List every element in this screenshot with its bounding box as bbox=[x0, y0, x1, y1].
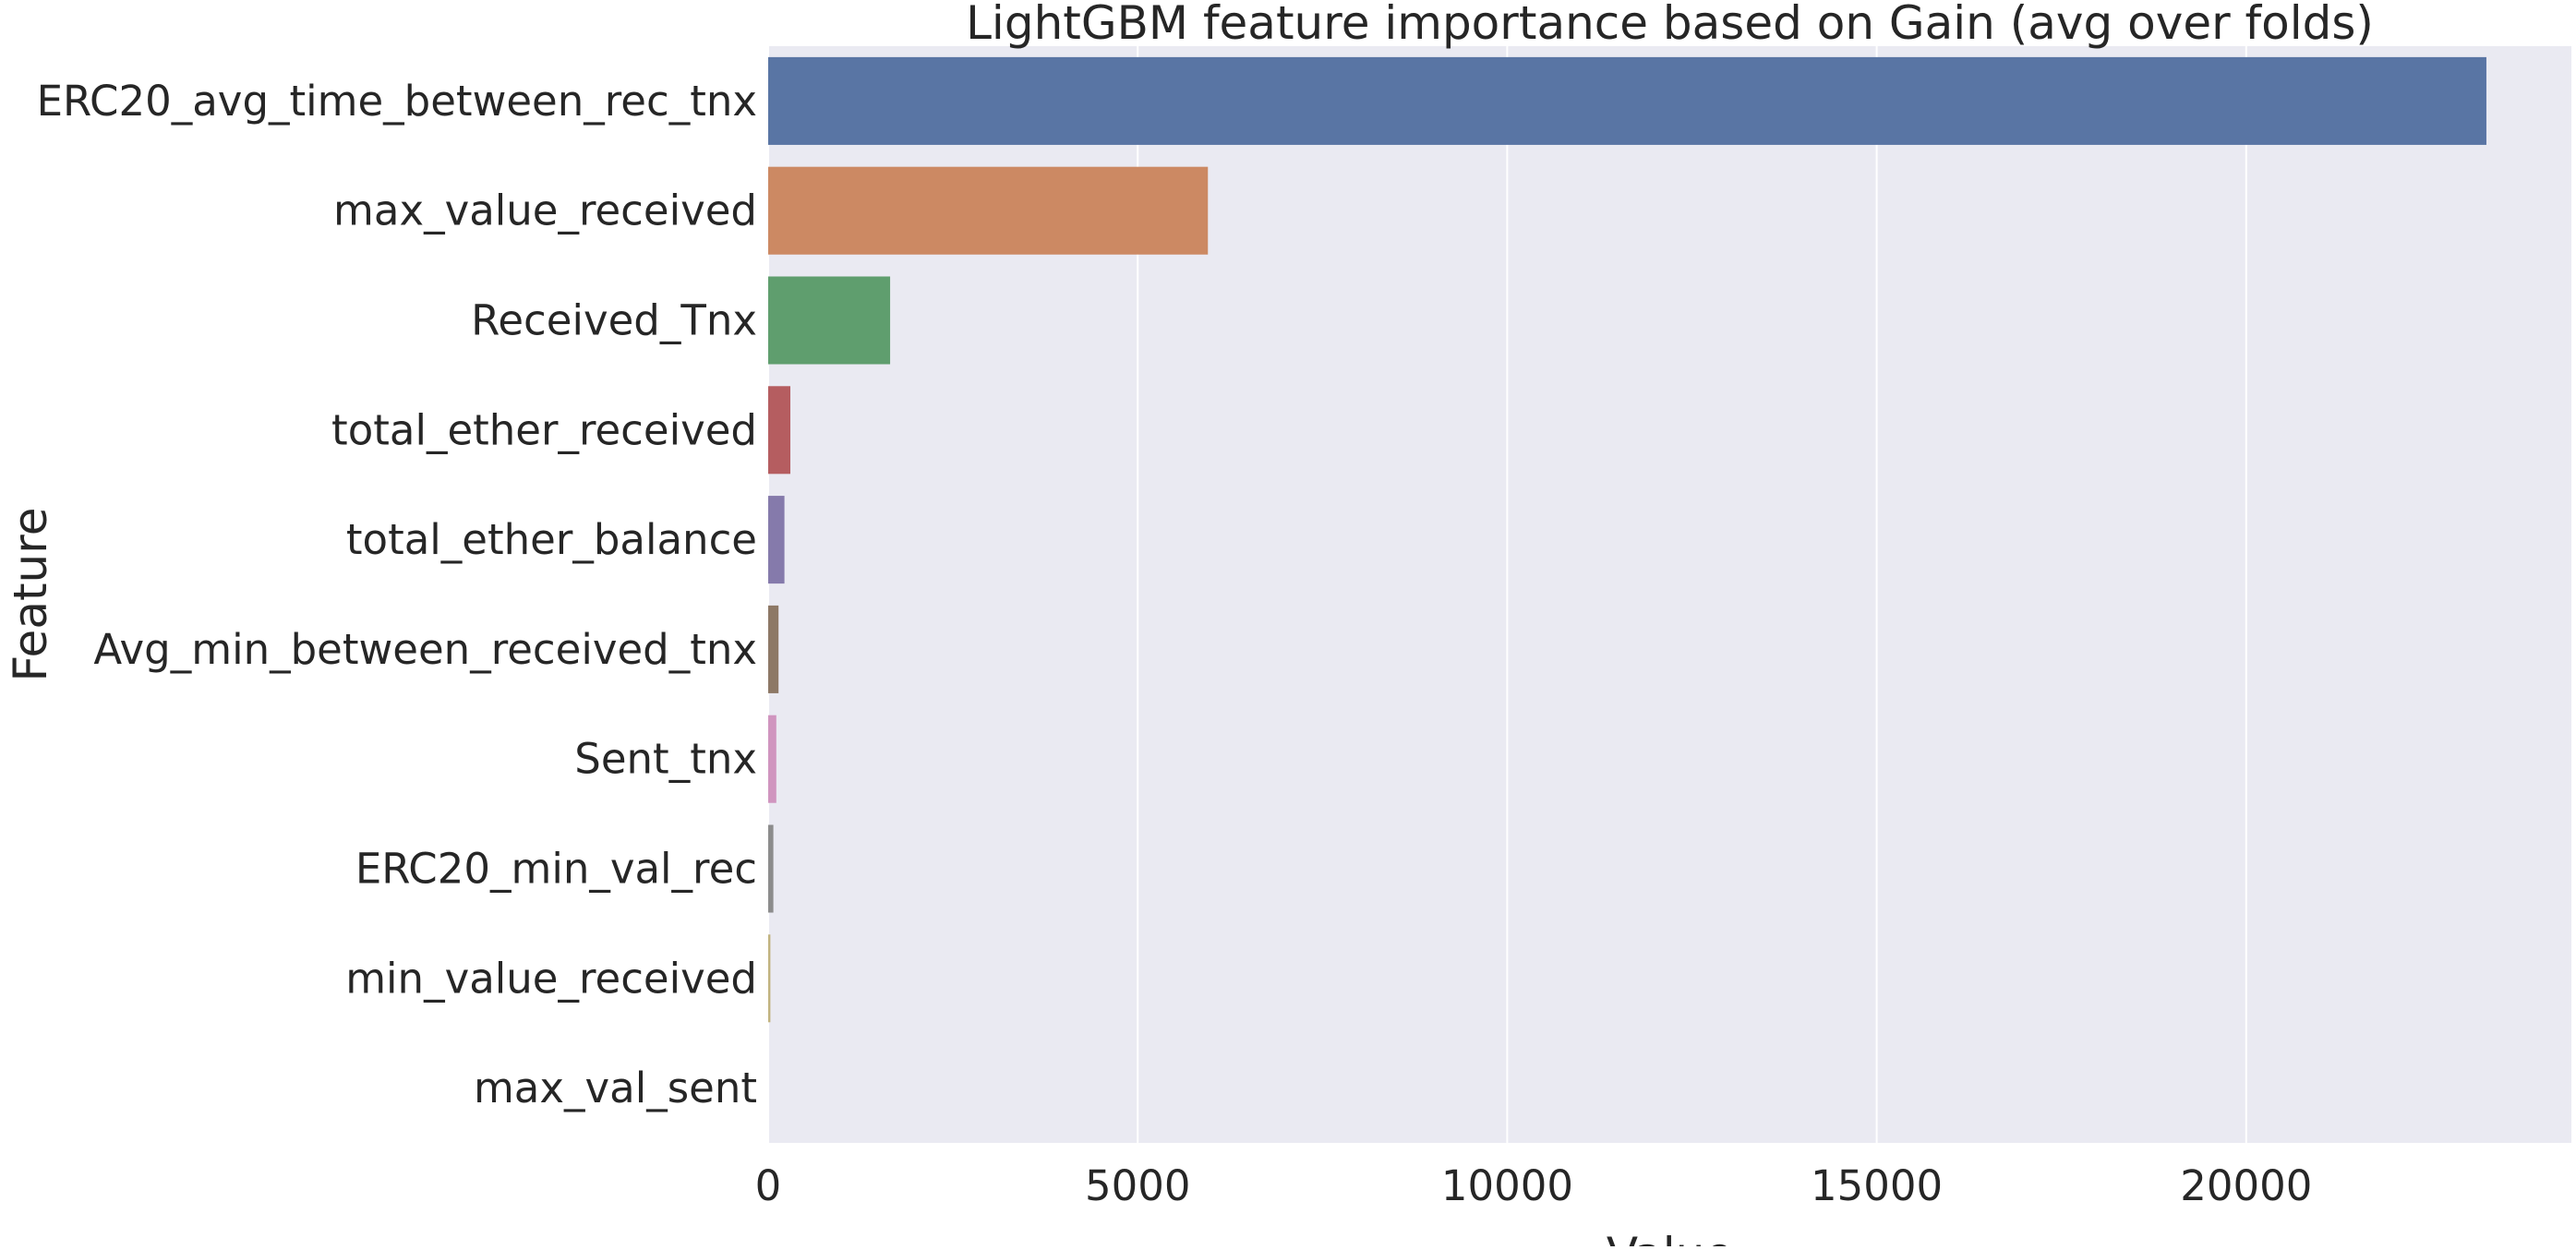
bar-ERC20_avg_time_between_rec_tnx bbox=[768, 56, 2486, 145]
x-tick-label: 15000 bbox=[1811, 1161, 1943, 1210]
bar-total_ether_balance bbox=[768, 496, 785, 584]
bar-total_ether_received bbox=[768, 386, 791, 475]
bar-ERC20_min_val_rec bbox=[768, 824, 774, 913]
y-tick-labels: ERC20_avg_time_between_rec_tnx max_value_… bbox=[37, 77, 757, 1112]
y-tick-label: Sent_tnx bbox=[574, 735, 757, 784]
x-tick-label: 5000 bbox=[1085, 1161, 1191, 1210]
bar-min_value_received bbox=[768, 934, 771, 1023]
y-tick-label: ERC20_avg_time_between_rec_tnx bbox=[37, 77, 757, 126]
bars bbox=[768, 56, 2486, 1023]
y-tick-label: min_value_received bbox=[345, 954, 757, 1003]
y-tick-label: total_ether_balance bbox=[346, 515, 757, 564]
y-tick-label: Received_Tnx bbox=[471, 296, 757, 345]
chart-title: LightGBM feature importance based on Gai… bbox=[966, 0, 2374, 50]
bar-max_value_received bbox=[768, 166, 1209, 255]
y-axis-label: Feature bbox=[4, 508, 57, 682]
x-tick-label: 10000 bbox=[1441, 1161, 1573, 1210]
bar-Received_Tnx bbox=[768, 276, 891, 365]
y-tick-label: ERC20_min_val_rec bbox=[355, 845, 757, 894]
y-tick-label: Avg_min_between_received_tnx bbox=[93, 625, 757, 674]
x-tick-label: 0 bbox=[755, 1161, 782, 1210]
y-tick-label: total_ether_received bbox=[331, 405, 757, 454]
x-tick-label: 20000 bbox=[2180, 1161, 2312, 1210]
bar-Sent_tnx bbox=[768, 715, 776, 803]
x-tick-labels: 0 5000 10000 15000 20000 bbox=[755, 1161, 2313, 1210]
x-axis-label: Value bbox=[1607, 1228, 1733, 1246]
bar-Avg_min_between_received_tnx bbox=[768, 605, 779, 693]
y-tick-label: max_val_sent bbox=[474, 1064, 757, 1112]
y-tick-label: max_value_received bbox=[333, 186, 757, 235]
